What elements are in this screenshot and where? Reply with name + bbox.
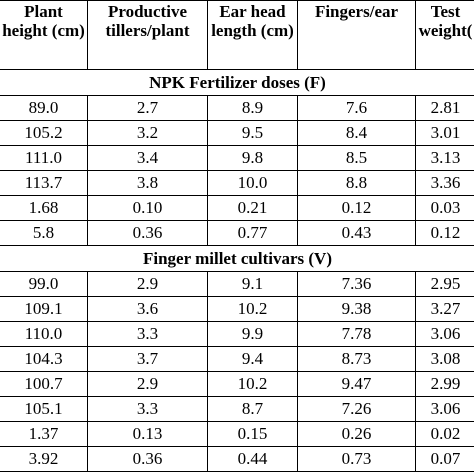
data-row: 99.0 2.9 9.1 7.36 2.95 bbox=[0, 271, 474, 297]
cell: 2.81 bbox=[415, 95, 474, 121]
cell: 10.0 bbox=[207, 170, 298, 196]
cell: 100.7 bbox=[0, 371, 88, 397]
table-body: NPK Fertilizer doses (F) 89.0 2.7 8.9 7.6 2.8… bbox=[0, 69, 474, 472]
data-row: 113.7 3.8 10.0 8.8 3.36 bbox=[0, 170, 474, 196]
cell: 9.8 bbox=[207, 145, 298, 171]
cell: 1.37 bbox=[0, 421, 88, 447]
cell: 0.36 bbox=[87, 220, 208, 246]
cell: 9.38 bbox=[297, 296, 416, 322]
cell: 113.7 bbox=[0, 170, 88, 196]
data-row: 111.0 3.4 9.8 8.5 3.13 bbox=[0, 145, 474, 171]
cell: 3.2 bbox=[87, 120, 208, 146]
cell: 3.08 bbox=[415, 346, 474, 372]
cell: 9.47 bbox=[297, 371, 416, 397]
column-header: Ear head length (cm) bbox=[207, 0, 298, 70]
header-row: Plant height (cm) Productive tillers/plan… bbox=[0, 0, 474, 70]
cell: 0.15 bbox=[207, 421, 298, 447]
cell: 3.36 bbox=[415, 170, 474, 196]
cell: 2.99 bbox=[415, 371, 474, 397]
cell: 3.8 bbox=[87, 170, 208, 196]
column-header: Fingers/ear bbox=[297, 0, 416, 70]
cell: 7.78 bbox=[297, 321, 416, 347]
data-row: 1.37 0.13 0.15 0.26 0.02 bbox=[0, 421, 474, 447]
section-title: Finger millet cultivars (V) bbox=[0, 245, 474, 272]
cell: 2.9 bbox=[87, 371, 208, 397]
cell: 8.7 bbox=[207, 396, 298, 422]
cell: 0.10 bbox=[87, 195, 208, 221]
cell: 0.73 bbox=[297, 446, 416, 472]
column-header: Productive tillers/plant bbox=[87, 0, 208, 70]
cell: 8.9 bbox=[207, 95, 298, 121]
cell: 0.13 bbox=[87, 421, 208, 447]
cell: 3.3 bbox=[87, 321, 208, 347]
cell: 8.5 bbox=[297, 145, 416, 171]
cell: 3.06 bbox=[415, 396, 474, 422]
cell: 8.4 bbox=[297, 120, 416, 146]
cell: 9.4 bbox=[207, 346, 298, 372]
cell: 9.5 bbox=[207, 120, 298, 146]
data-row: 1.68 0.10 0.21 0.12 0.03 bbox=[0, 195, 474, 221]
cell: 7.36 bbox=[297, 271, 416, 297]
cell: 0.26 bbox=[297, 421, 416, 447]
data-row: 3.92 0.36 0.44 0.73 0.07 bbox=[0, 446, 474, 472]
cell: 1.68 bbox=[0, 195, 88, 221]
cell: 110.0 bbox=[0, 321, 88, 347]
cell: 0.02 bbox=[415, 421, 474, 447]
cell: 7.6 bbox=[297, 95, 416, 121]
cell: 10.2 bbox=[207, 371, 298, 397]
section-row: NPK Fertilizer doses (F) bbox=[0, 69, 474, 96]
cell: 2.7 bbox=[87, 95, 208, 121]
column-header: Plant height (cm) bbox=[0, 0, 88, 70]
cell: 99.0 bbox=[0, 271, 88, 297]
cell: 0.21 bbox=[207, 195, 298, 221]
data-row: 105.1 3.3 8.7 7.26 3.06 bbox=[0, 396, 474, 422]
cell: 104.3 bbox=[0, 346, 88, 372]
cell: 111.0 bbox=[0, 145, 88, 171]
cell: 9.9 bbox=[207, 321, 298, 347]
cell: 0.44 bbox=[207, 446, 298, 472]
cell: 0.12 bbox=[297, 195, 416, 221]
section-title: NPK Fertilizer doses (F) bbox=[0, 69, 474, 96]
cell: 7.26 bbox=[297, 396, 416, 422]
cell: 3.4 bbox=[87, 145, 208, 171]
cell: 0.12 bbox=[415, 220, 474, 246]
cell: 105.1 bbox=[0, 396, 88, 422]
cell: 2.95 bbox=[415, 271, 474, 297]
data-row: 104.3 3.7 9.4 8.73 3.08 bbox=[0, 346, 474, 372]
cell: 89.0 bbox=[0, 95, 88, 121]
data-row: 5.8 0.36 0.77 0.43 0.12 bbox=[0, 220, 474, 246]
data-row: 100.7 2.9 10.2 9.47 2.99 bbox=[0, 371, 474, 397]
data-row: 89.0 2.7 8.9 7.6 2.81 bbox=[0, 95, 474, 121]
data-row: 109.1 3.6 10.2 9.38 3.27 bbox=[0, 296, 474, 322]
cell: 0.77 bbox=[207, 220, 298, 246]
cell: 3.13 bbox=[415, 145, 474, 171]
cell: 3.92 bbox=[0, 446, 88, 472]
cell: 3.27 bbox=[415, 296, 474, 322]
cell: 3.6 bbox=[87, 296, 208, 322]
column-header: Test weight( bbox=[415, 0, 474, 70]
data-row: 105.2 3.2 9.5 8.4 3.01 bbox=[0, 120, 474, 146]
cell: 10.2 bbox=[207, 296, 298, 322]
cell: 9.1 bbox=[207, 271, 298, 297]
cell: 105.2 bbox=[0, 120, 88, 146]
cell: 109.1 bbox=[0, 296, 88, 322]
cell: 0.36 bbox=[87, 446, 208, 472]
cell: 3.3 bbox=[87, 396, 208, 422]
cell: 0.03 bbox=[415, 195, 474, 221]
cell: 0.43 bbox=[297, 220, 416, 246]
data-row: 110.0 3.3 9.9 7.78 3.06 bbox=[0, 321, 474, 347]
cell: 3.06 bbox=[415, 321, 474, 347]
section-row: Finger millet cultivars (V) bbox=[0, 245, 474, 272]
cell: 0.07 bbox=[415, 446, 474, 472]
cell: 2.9 bbox=[87, 271, 208, 297]
cell: 8.8 bbox=[297, 170, 416, 196]
cell: 3.01 bbox=[415, 120, 474, 146]
cell: 5.8 bbox=[0, 220, 88, 246]
cell: 8.73 bbox=[297, 346, 416, 372]
cell: 3.7 bbox=[87, 346, 208, 372]
